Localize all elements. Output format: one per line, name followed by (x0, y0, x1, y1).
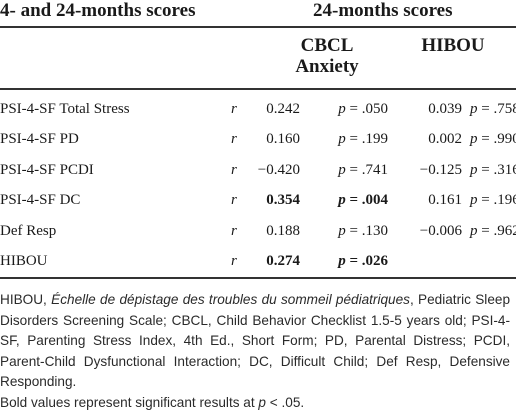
significance-note: Bold values represent significant result… (0, 393, 510, 413)
cell-cbcl-p: p = .050 (318, 101, 388, 118)
p-symbol: p (338, 253, 346, 269)
cell-cbcl-r: 0.242 (250, 101, 300, 118)
column-header-cbcl-line2: Anxiety (272, 56, 382, 77)
cell-stat: r (231, 131, 243, 148)
cell-stat: r (231, 192, 243, 209)
cell-stat: r (231, 223, 243, 240)
cell-label: PSI-4-SF PCDI (0, 162, 220, 179)
cell-label: PSI-4-SF DC (0, 192, 220, 209)
table-group-header: 24-months scores (313, 0, 453, 22)
cell-cbcl-r: 0.188 (250, 223, 300, 240)
column-header-rule (0, 88, 516, 90)
cell-hibou-r: −0.006 (404, 223, 462, 240)
cell-cbcl-r: 0.160 (250, 131, 300, 148)
cell-label: HIBOU (0, 253, 220, 270)
table-footnote: HIBOU, Échelle de dépistage des troubles… (0, 290, 510, 413)
p-symbol: p (470, 131, 478, 147)
p-symbol: p (338, 192, 346, 208)
significance-note-threshold: < .05. (266, 395, 304, 410)
cell-hibou-p: p = .196 (470, 192, 516, 209)
cell-cbcl-r: −0.420 (250, 162, 300, 179)
cell-stat: r (231, 162, 243, 179)
cell-cbcl-p: p = .741 (318, 162, 388, 179)
cell-cbcl-p: p = .004 (318, 192, 388, 209)
p-symbol: p (338, 223, 346, 239)
p-symbol: p (470, 192, 478, 208)
column-header-cbcl-line1: CBCL (272, 35, 382, 56)
significance-note-text: Bold values represent significant result… (0, 395, 258, 410)
p-symbol: p (338, 162, 346, 178)
table-bottom-rule (0, 277, 516, 279)
cell-cbcl-r: 0.354 (250, 192, 300, 209)
column-header-cbcl: CBCL Anxiety (272, 35, 382, 77)
cell-stat: r (231, 101, 243, 118)
p-symbol: p (470, 223, 478, 239)
cell-label: PSI-4-SF Total Stress (0, 101, 220, 118)
column-header-hibou: HIBOU (408, 35, 498, 57)
cell-cbcl-p: p = .199 (318, 131, 388, 148)
p-symbol: p (470, 162, 478, 178)
significance-note-p: p (258, 395, 266, 410)
cell-hibou-p: p = .990 (470, 131, 516, 148)
cell-label: Def Resp (0, 223, 220, 240)
cell-cbcl-p: p = .026 (318, 253, 388, 270)
hibou-abbr: HIBOU, (0, 292, 51, 307)
cell-hibou-p: p = .758 (470, 101, 516, 118)
cell-hibou-r: 0.002 (404, 131, 462, 148)
cell-cbcl-p: p = .130 (318, 223, 388, 240)
abbreviations-note: HIBOU, Échelle de dépistage des troubles… (0, 290, 510, 393)
cell-cbcl-r: 0.274 (250, 253, 300, 270)
cell-hibou-r: −0.125 (404, 162, 462, 179)
cell-hibou-r: 0.161 (404, 192, 462, 209)
p-symbol: p (470, 101, 478, 117)
hibou-full-name: Échelle de dépistage des troubles du som… (51, 292, 410, 307)
cell-hibou-p: p = .962 (470, 223, 516, 240)
cell-label: PSI-4-SF PD (0, 131, 220, 148)
group-rule (250, 26, 516, 28)
p-symbol: p (338, 131, 346, 147)
table-left-header: 4- and 24-months scores (0, 0, 195, 22)
cell-stat: r (231, 253, 243, 270)
cell-hibou-p: p = .316 (470, 162, 516, 179)
p-symbol: p (338, 101, 346, 117)
cell-hibou-r: 0.039 (404, 101, 462, 118)
